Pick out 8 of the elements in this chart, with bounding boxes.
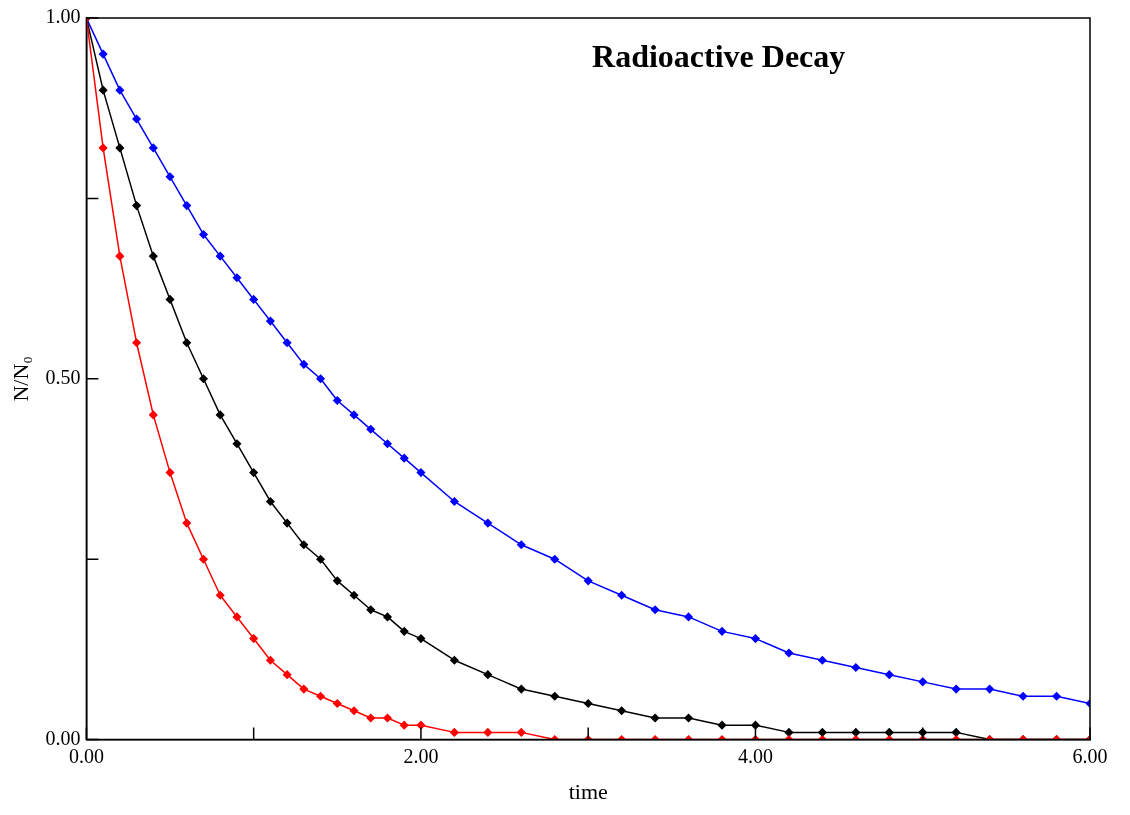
y-tick-label: 0.50 [45, 366, 81, 389]
x-axis-title: time [568, 778, 608, 804]
x-tick-label: 6.00 [1072, 744, 1108, 767]
x-tick-label: 4.00 [737, 744, 773, 767]
x-tick-label: 2.00 [403, 744, 439, 767]
y-tick-label: 1.00 [45, 5, 81, 28]
text: Radioactive Decay [592, 38, 846, 75]
y-axis-title: N/N₀ [7, 356, 33, 402]
